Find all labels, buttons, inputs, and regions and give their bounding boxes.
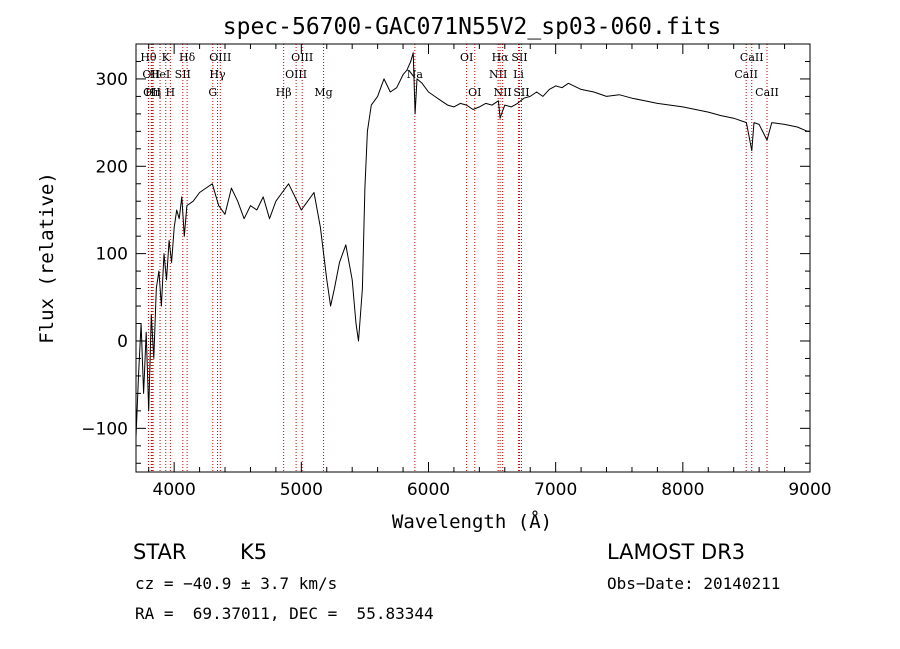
marker-label-19: NII (489, 68, 507, 81)
marker-label-17: OI (460, 51, 473, 64)
marker-label-20: Hα (492, 51, 510, 64)
marker-label-22: Li (513, 68, 524, 81)
marker-label-0: Hθ (140, 51, 157, 64)
object-class: STAR (133, 540, 187, 564)
marker-label-21: NII (493, 86, 511, 99)
y-tick-label-2: 100 (96, 245, 128, 265)
marker-label-1: OII (142, 68, 160, 81)
marker-label-9: G (208, 86, 217, 99)
marker-label-25: CaII (734, 68, 758, 81)
object-subclass: K5 (240, 540, 268, 564)
y-tick-label-3: 200 (96, 157, 128, 177)
marker-label-3: Hη (145, 86, 161, 99)
marker-label-23: SII (511, 51, 527, 64)
marker-label-13: OIII (285, 68, 307, 81)
marker-label-6: H (166, 86, 176, 99)
marker-label-11: OIII (209, 51, 231, 64)
y-axis-label: Flux (relative) (36, 172, 58, 344)
x-tick-label-2: 6000 (407, 480, 450, 500)
chart-title: spec-56700-GAC071N55V2_sp03-060.fits (223, 14, 722, 40)
marker-label-8: Hδ (179, 51, 196, 64)
marker-label-5: K (162, 51, 171, 64)
marker-label-27: CaII (755, 86, 779, 99)
x-tick-label-4: 8000 (661, 480, 704, 500)
spectrum-chart: spec-56700-GAC071N55V2_sp03-060.fits Hθ O… (36, 14, 832, 533)
axis-ticks: 4000 5000 6000 7000 8000 9000 −100 0 100 200 300 (81, 43, 832, 500)
x-tick-label-1: 5000 (280, 480, 323, 500)
y-tick-label-1: 0 (117, 332, 128, 352)
x-tick-label-0: 4000 (153, 480, 196, 500)
marker-label-16: Na (407, 68, 424, 81)
x-tick-label-5: 9000 (788, 480, 831, 500)
redshift-velocity: cz = −40.9 ± 3.7 km/s (135, 574, 338, 593)
y-tick-label-4: 300 (96, 70, 128, 90)
marker-label-14: OIII (291, 51, 313, 64)
marker-label-24: SII (513, 86, 529, 99)
marker-label-26: CaII (740, 51, 764, 64)
marker-label-7: SII (175, 68, 191, 81)
coordinates: RA = 69.37011, DEC = 55.83344 (135, 604, 434, 623)
spectrum-series (135, 52, 810, 438)
y-tick-label-0: −100 (81, 419, 128, 439)
marker-label-10: Hγ (209, 68, 226, 81)
survey-name: LAMOST DR3 (607, 540, 746, 564)
marker-label-4: HeI (150, 68, 170, 81)
marker-label-18: OI (468, 86, 481, 99)
marker-label-12: Hβ (276, 86, 292, 99)
observation-date: Obs−Date: 20140211 (607, 574, 781, 593)
marker-label-2: OII (143, 86, 161, 99)
x-axis-label: Wavelength (Å) (392, 510, 552, 533)
x-tick-label-3: 7000 (534, 480, 577, 500)
plot-frame (135, 43, 811, 473)
marker-label-15: Mg (314, 86, 332, 99)
spectral-line-markers: HθOIIOIIHηHeIKHSIIHδGHγOIIIHβOIIIOIIIMgN… (140, 44, 779, 472)
spectrum-line-0 (135, 52, 810, 438)
